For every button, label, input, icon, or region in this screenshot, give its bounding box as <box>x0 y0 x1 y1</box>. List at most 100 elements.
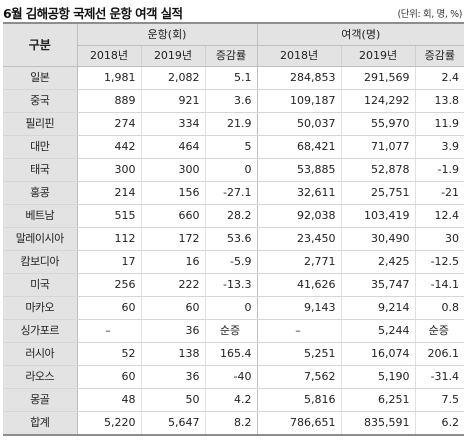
flights-2019-cell: 172 <box>140 227 205 251</box>
table-row: 대만 442 464 5 68,421 71,077 3.9 <box>3 135 465 159</box>
passengers-change-cell: -21 <box>414 181 465 205</box>
passengers-change-cell: 순증 <box>414 319 465 343</box>
table-row: 말레이시아 112 172 53.6 23,450 30,490 30 <box>3 227 465 251</box>
passengers-change-cell: -31.4 <box>414 365 465 389</box>
table-row: 미국 256 222 -13.3 41,626 35,747 -14.1 <box>3 273 465 297</box>
flights-2018-cell: 274 <box>76 112 141 136</box>
passengers-2019-header: 2019년 <box>340 45 416 67</box>
passengers-2018-cell: 5,251 <box>256 342 342 366</box>
country-cell: 미국 <box>3 273 77 297</box>
flights-2018-cell: 300 <box>76 158 141 182</box>
passengers-2018-cell: 9,143 <box>256 296 342 320</box>
table-row: 중국 889 921 3.6 109,187 124,292 13.8 <box>3 89 465 113</box>
table-row: 몽골 48 50 4.2 5,816 6,251 7.5 <box>3 388 465 412</box>
passengers-2019-cell: 2,425 <box>340 250 416 274</box>
passengers-change-cell: 2.4 <box>414 66 465 90</box>
table-row: 베트남 515 660 28.2 92,038 103,419 12.4 <box>3 204 465 228</box>
passengers-2019-cell: 5,244 <box>340 319 416 343</box>
flights-change-cell: 8.2 <box>204 411 258 435</box>
passengers-2018-cell: 32,611 <box>256 181 342 205</box>
passengers-2018-cell: 68,421 <box>256 135 342 159</box>
country-cell: 마카오 <box>3 296 77 320</box>
country-cell: 러시아 <box>3 342 77 366</box>
passengers-change-cell: 13.8 <box>414 89 465 113</box>
table-row: 일본 1,981 2,082 5.1 284,853 291,569 2.4 <box>3 66 465 90</box>
table-body: 일본 1,981 2,082 5.1 284,853 291,569 2.4 중국 889 921… <box>3 66 465 435</box>
flights-change-cell: 5.1 <box>204 66 258 90</box>
flights-group-header: 운항(회) <box>76 23 258 46</box>
flights-change-cell: 165.4 <box>204 342 258 366</box>
flights-2019-cell: 138 <box>140 342 205 366</box>
passengers-2019-cell: 52,878 <box>340 158 416 182</box>
flights-2018-cell: 5,220 <box>76 411 141 435</box>
flights-change-cell: -5.9 <box>204 250 258 274</box>
country-cell: 싱가포르 <box>3 319 77 343</box>
country-cell: 대만 <box>3 135 77 159</box>
flights-2019-cell: 36 <box>140 319 205 343</box>
flights-2018-cell: 1,981 <box>76 66 141 90</box>
table-title: 6월 김해공항 국제선 운항 여객 실적 <box>3 6 183 21</box>
country-cell: 태국 <box>3 158 77 182</box>
passengers-change-cell: 11.9 <box>414 112 465 136</box>
table-row: 필리핀 274 334 21.9 50,037 55,970 11.9 <box>3 112 465 136</box>
table-row: 마카오 60 60 0 9,143 9,214 0.8 <box>3 296 465 320</box>
passengers-2019-cell: 71,077 <box>340 135 416 159</box>
flights-2019-cell: 60 <box>140 296 205 320</box>
flights-2018-cell: 112 <box>76 227 141 251</box>
flights-change-cell: 3.6 <box>204 89 258 113</box>
flights-change-cell: -40 <box>204 365 258 389</box>
flights-2019-cell: 222 <box>140 273 205 297</box>
table-row: 합계 5,220 5,647 8.2 786,651 835,591 6.2 <box>3 411 465 435</box>
passengers-2019-cell: 25,751 <box>340 181 416 205</box>
flights-2019-cell: 36 <box>140 365 205 389</box>
flights-2018-cell: 60 <box>76 365 141 389</box>
table-row: 태국 300 300 0 53,885 52,878 -1.9 <box>3 158 465 182</box>
flights-2018-cell: 442 <box>76 135 141 159</box>
table-row: 라오스 60 36 -40 7,562 5,190 -31.4 <box>3 365 465 389</box>
passengers-2019-cell: 35,747 <box>340 273 416 297</box>
passengers-change-cell: -12.5 <box>414 250 465 274</box>
country-cell: 베트남 <box>3 204 77 228</box>
table-row: 싱가포르 –36 순증 –5,244 순증 <box>3 319 465 343</box>
flights-change-cell: -27.1 <box>204 181 258 205</box>
flights-change-header: 증감률 <box>204 45 258 67</box>
flights-2018-cell: 256 <box>76 273 141 297</box>
passengers-2019-cell: 835,591 <box>340 411 416 435</box>
passengers-2018-cell: 7,562 <box>256 365 342 389</box>
flights-change-cell: 53.6 <box>204 227 258 251</box>
flights-2018-cell: 889 <box>76 89 141 113</box>
flights-change-cell: 0 <box>204 158 258 182</box>
passengers-2019-cell: 16,074 <box>340 342 416 366</box>
flights-2018-header: 2018년 <box>76 45 141 67</box>
passengers-2018-cell: 41,626 <box>256 273 342 297</box>
flights-2019-cell: 16 <box>140 250 205 274</box>
table-row: 홍콩 214 156 -27.1 32,611 25,751 -21 <box>3 181 465 205</box>
country-cell: 캄보디아 <box>3 250 77 274</box>
passengers-change-cell: 6.2 <box>414 411 465 435</box>
passengers-change-cell: 0.8 <box>414 296 465 320</box>
passengers-2019-cell: 9,214 <box>340 296 416 320</box>
passengers-2019-cell: 124,292 <box>340 89 416 113</box>
passengers-change-cell: 30 <box>414 227 465 251</box>
country-cell: 합계 <box>3 411 77 435</box>
passengers-2018-cell: 92,038 <box>256 204 342 228</box>
stats-table: 구분 운항(회) 여객(명) 2018년 2019년 증감률 2018년 201… <box>3 22 465 436</box>
country-cell: 일본 <box>3 66 77 90</box>
passengers-2018-cell: 2,771 <box>256 250 342 274</box>
flights-2019-cell: 464 <box>140 135 205 159</box>
flights-2019-cell: 921 <box>140 89 205 113</box>
passengers-2019-cell: 291,569 <box>340 66 416 90</box>
flights-change-cell: 4.2 <box>204 388 258 412</box>
passengers-2019-cell: 55,970 <box>340 112 416 136</box>
flights-2019-cell: 5,647 <box>140 411 205 435</box>
flights-2019-cell: 156 <box>140 181 205 205</box>
country-cell: 홍콩 <box>3 181 77 205</box>
flights-2019-header: 2019년 <box>140 45 205 67</box>
flights-2019-cell: 660 <box>140 204 205 228</box>
flights-2018-cell: 17 <box>76 250 141 274</box>
passengers-2018-cell: 5,816 <box>256 388 342 412</box>
passengers-2018-cell: 786,651 <box>256 411 342 435</box>
table-row: 캄보디아 17 16 -5.9 2,771 2,425 -12.5 <box>3 250 465 274</box>
passengers-2018-cell: 23,450 <box>256 227 342 251</box>
flights-change-cell: 5 <box>204 135 258 159</box>
